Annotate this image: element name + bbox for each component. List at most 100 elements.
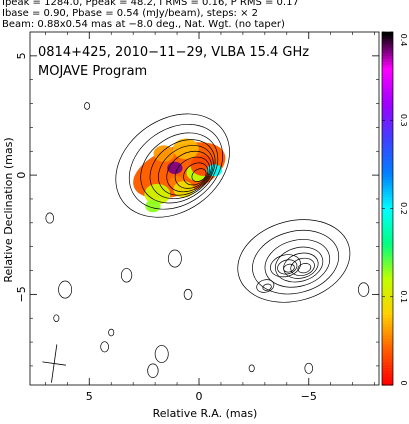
header-line-peaks: Ipeak = 1284.0, Ppeak = 48.2, I RMS = 0.… (2, 0, 299, 8)
colorbar-step (382, 43, 393, 48)
colorbar-step (382, 343, 393, 348)
core-contour (174, 156, 211, 189)
colorbar-step (382, 32, 393, 36)
colorbar-step (382, 364, 393, 368)
y-axis-label: Relative Declination (mas) (2, 137, 15, 282)
colorbar-step (382, 187, 393, 192)
colorbar-step (382, 49, 393, 54)
pol-patch (172, 138, 199, 160)
colorbar-step (382, 361, 393, 366)
colorbar-step (382, 179, 393, 183)
colorbar-step (382, 217, 393, 221)
colorbar-step (382, 37, 393, 42)
colorbar-step (382, 61, 393, 65)
y-tick-label: 5 (15, 52, 28, 59)
colorbar-step (382, 184, 393, 189)
colorbar-step (382, 379, 393, 383)
colorbar-tick-label: 0.3 (399, 114, 408, 127)
colorbar-step (382, 137, 393, 142)
colorbar-step (382, 84, 393, 89)
colorbar-tick-label: 0.4 (399, 34, 408, 47)
colorbar-step (382, 96, 393, 101)
noise-contour (45, 212, 55, 224)
colorbar-step (382, 64, 393, 68)
colorbar-step (382, 199, 393, 204)
colorbar-step (382, 76, 393, 80)
colorbar-step (382, 117, 393, 121)
colorbar-step (382, 284, 393, 289)
colorbar-step (382, 220, 393, 224)
colorbar-step (382, 358, 393, 363)
colorbar-step (382, 164, 393, 168)
pol-patch (145, 199, 161, 213)
jet-knot-contour (275, 246, 324, 283)
colorbar-step (382, 226, 393, 230)
colorbar-step (382, 279, 393, 283)
colorbar-step (382, 182, 393, 186)
colorbar-step (382, 314, 393, 318)
colorbar-step (382, 52, 393, 57)
core-contour (115, 113, 230, 218)
colorbar-step (382, 340, 393, 345)
colorbar-step (382, 114, 393, 118)
noise-contour (108, 328, 115, 337)
jet-knot-contour (283, 263, 295, 273)
colorbar-step (382, 58, 393, 63)
colorbar-step (382, 161, 393, 165)
core-contour (183, 162, 209, 186)
y-tick-label: 0 (15, 172, 28, 179)
pol-patch (167, 161, 183, 175)
colorbar-step (382, 143, 393, 148)
x-tick-label: −5 (301, 390, 317, 403)
colorbar-step (382, 108, 393, 113)
y-tick-label: −5 (15, 286, 28, 302)
chart-title: 0814+425, 2010−11−29, VLBA 15.4 GHz (38, 45, 309, 60)
colorbar-tick-label: 0 (399, 380, 408, 385)
contour-layer (45, 102, 370, 378)
colorbar-step (382, 158, 393, 163)
colorbar-step (382, 355, 393, 360)
colorbar-step (382, 90, 393, 95)
colorbar-step (382, 149, 393, 154)
colorbar-step (382, 370, 393, 374)
colorbar-step (382, 214, 393, 218)
colorbar-step (382, 146, 393, 151)
colorbar-step (382, 176, 393, 180)
noise-contour (154, 345, 169, 363)
plot-frame (29, 31, 380, 386)
colorbar-tick-label: 0.1 (399, 290, 408, 303)
jet-knot-contour (264, 239, 331, 288)
colorbar-step (382, 276, 393, 280)
colorbar-step (382, 232, 393, 236)
colorbar-step (382, 329, 393, 333)
colorbar-step (382, 99, 393, 104)
colorbar-step (382, 67, 393, 71)
header-line-beam: Beam: 0.88x0.54 mas at −8.0 deg., Nat. W… (2, 19, 285, 30)
colorbar-step (382, 152, 393, 157)
colorbar-step (382, 126, 393, 130)
colorbar-step (382, 249, 393, 254)
colorbar-step (382, 173, 393, 177)
beam-minor-axis (42, 361, 66, 366)
colorbar-step (382, 167, 393, 171)
colorbar-step (382, 287, 393, 292)
colorbar-step (382, 323, 393, 327)
noise-contour (120, 268, 133, 283)
colorbar-step (382, 46, 393, 51)
colorbar-step (382, 70, 393, 74)
core-contour (149, 139, 216, 200)
pol-patch (153, 145, 175, 162)
colorbar-step (382, 317, 393, 321)
colorbar-step (382, 134, 393, 139)
colorbar-step (382, 258, 393, 263)
jet-knot-contour (270, 254, 301, 278)
colorbar-step (382, 155, 393, 160)
noise-contour (304, 362, 314, 374)
colorbar-step (382, 367, 393, 371)
colorbar-step (382, 170, 393, 174)
jet-knot-contour (283, 252, 319, 279)
colorbar-step (382, 82, 393, 86)
colorbar-step (382, 376, 393, 380)
noise-contour (183, 288, 193, 300)
colorbar-step (382, 293, 393, 298)
